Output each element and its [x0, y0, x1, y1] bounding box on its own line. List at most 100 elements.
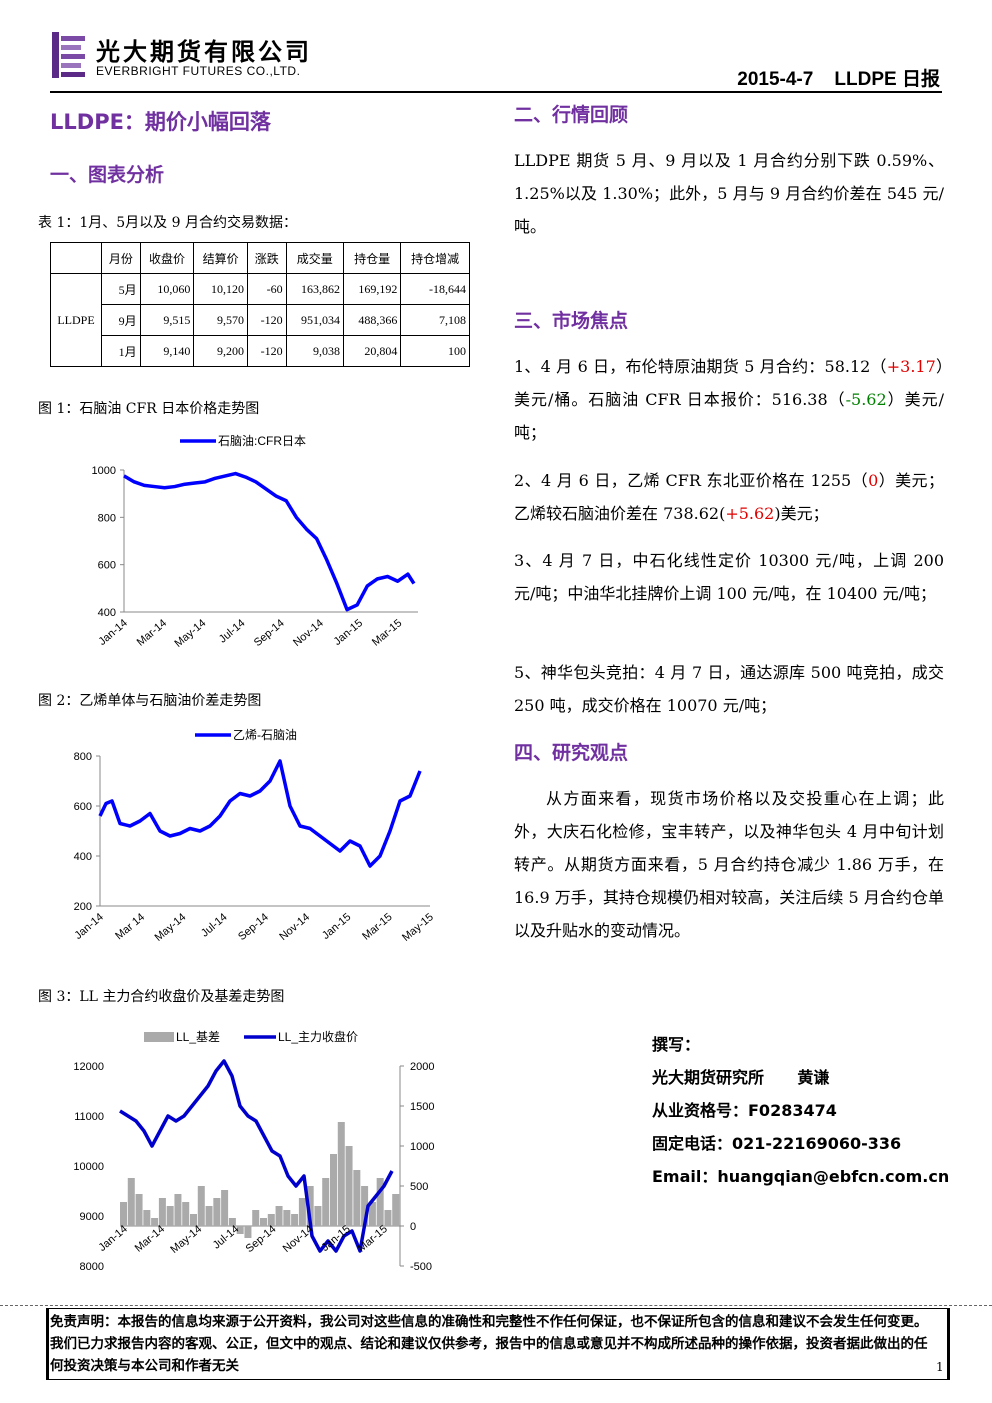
- table-row-label: LLDPE: [50, 273, 102, 367]
- right-y-tick-label: -500: [410, 1261, 432, 1273]
- basis-bar: [384, 1210, 392, 1226]
- section-chart-analysis-heading: 一、图表分析: [50, 164, 165, 186]
- y-tick-label: 200: [74, 901, 92, 913]
- market-focus-item-3: 3、4 月 7 日，中石化线性定价 10300 元/吨，上调 200 元/吨；中…: [514, 551, 944, 603]
- table-header-cell: 持仓增减: [400, 242, 470, 274]
- company-name-cn: 光大期货有限公司: [96, 37, 312, 66]
- y-tick-label: 800: [74, 751, 92, 763]
- table-header-cell: 成交量: [285, 242, 344, 274]
- basis-bar: [252, 1210, 260, 1226]
- author-email: Email：huangqian@ebfcn.com.cn: [652, 1167, 950, 1186]
- basis-bar: [213, 1198, 221, 1226]
- table-cell: 163,862: [285, 273, 344, 305]
- basis-bar: [392, 1194, 400, 1226]
- table-cell: 488,366: [342, 304, 402, 336]
- x-tick-label: Mar-14: [135, 617, 169, 649]
- author-block: 撰写： 光大期货研究所 黄谦 从业资格号：F0283474 固定电话：021-2…: [652, 1028, 949, 1193]
- left-y-tick-label: 10000: [73, 1161, 104, 1173]
- y-tick-label: 600: [74, 801, 92, 813]
- table-cell: 9,140: [139, 335, 195, 367]
- table-cell: -120: [246, 304, 287, 336]
- basis-bar: [151, 1218, 159, 1226]
- basis-bar: [306, 1186, 314, 1226]
- ethylene-naphtha-spread-chart: 200 400 600 800 Jan-14 Mar 14 May-14 Jul-14 Sep-…: [72, 728, 435, 944]
- basis-bar: [127, 1178, 135, 1226]
- x-tick-label: May-14: [153, 911, 189, 944]
- item2-text-c: ）美元；乙烯较石脑油价差在 738.62(: [514, 471, 944, 523]
- table-row: 9月 9,515 9,570 -120 951,034 488,366 7,10…: [51, 304, 470, 336]
- right-y-tick-label: 0: [410, 1221, 416, 1233]
- basis-bar: [197, 1186, 205, 1226]
- basis-bar: [221, 1190, 229, 1226]
- page-number: 1: [936, 1360, 944, 1374]
- table-cell: -18,644: [400, 273, 470, 305]
- table-header-cell: 月份: [101, 242, 141, 274]
- right-y-tick-label: 500: [410, 1181, 428, 1193]
- basis-bar: [158, 1198, 166, 1226]
- basis-bar: [174, 1194, 182, 1226]
- basis-bar: [368, 1202, 376, 1226]
- ll-price-basis-chart: 8000 9000 10000 11000 12000 -500 0 500 1000 1500 2…: [73, 1029, 434, 1273]
- basis-bar: [143, 1210, 151, 1226]
- legend-label: 乙烯-石脑油: [233, 728, 297, 742]
- market-focus-item-2: 2、4 月 6 日，乙烯 CFR 东北亚价格在 1255（0）美元；乙烯较石脑油…: [514, 464, 944, 530]
- series-line: [123, 471, 416, 612]
- x-tick-label: Nov-14: [281, 1223, 316, 1255]
- item1-text-e: ）美元/吨；: [514, 390, 944, 442]
- table-cell: 951,034: [285, 304, 344, 336]
- item2-change-ethylene: 0: [868, 471, 879, 490]
- left-y-tick-label: 11000: [74, 1111, 104, 1123]
- table-header-cell: 收盘价: [139, 242, 195, 274]
- author-name: 光大期货研究所 黄谦: [652, 1068, 830, 1087]
- y-tick-label: 400: [74, 851, 92, 863]
- footer-divider: [0, 1305, 992, 1306]
- company-name-en: EVERBRIGHT FUTURES CO.,LTD.: [96, 64, 301, 78]
- basis-bar: [205, 1206, 213, 1226]
- close-price-line: [119, 1059, 394, 1253]
- table-cell: 9,515: [139, 304, 195, 336]
- section-market-focus-heading: 三、市场焦点: [514, 310, 629, 332]
- market-focus-item-1: 1、4 月 6 日，布伦特原油期货 5 月合约：58.12（+3.17）美元/桶…: [514, 350, 944, 449]
- table-cell: 20,804: [342, 335, 402, 367]
- basis-bar: [135, 1194, 143, 1226]
- basis-bar: [120, 1202, 127, 1226]
- table-header-cell: 持仓量: [342, 242, 402, 274]
- basis-bar: [275, 1206, 283, 1226]
- basis-bar: [337, 1122, 345, 1226]
- market-review-text: LLDPE 期货 5 月、9 月以及 1 月合约分别下跌 0.59%、1.25%…: [514, 151, 944, 236]
- table-cell: 10,060: [139, 273, 195, 305]
- figure1-caption: 图 1：石脑油 CFR 日本价格走势图: [38, 401, 260, 417]
- author-license: 从业资格号：F0283474: [652, 1101, 837, 1120]
- legend-label: 石脑油:CFR日本: [218, 434, 306, 448]
- x-tick-label: Jan-15: [332, 617, 365, 648]
- table-cell: 9,570: [193, 304, 248, 336]
- x-tick-label: Nov-14: [277, 911, 312, 943]
- basis-bar: [314, 1206, 322, 1226]
- basis-bar: [244, 1226, 252, 1238]
- item2-change-spread: +5.62: [725, 504, 775, 523]
- table-cell: -120: [246, 335, 287, 367]
- basis-bar: [182, 1202, 190, 1226]
- legend-label-price: LL_主力收盘价: [278, 1029, 358, 1044]
- left-y-tick-label: 12000: [73, 1061, 104, 1073]
- author-label: 撰写：: [652, 1035, 701, 1054]
- table-caption: 表 1：1月、5月以及 9 月合约交易数据：: [38, 215, 297, 231]
- y-tick-label: 800: [98, 512, 116, 524]
- item2-text-e: )美元；: [774, 504, 829, 523]
- basis-bar: [236, 1226, 244, 1234]
- table-cell: 100: [400, 335, 470, 367]
- basis-bar: [260, 1218, 267, 1226]
- x-tick-label: Jul-14: [211, 1223, 242, 1251]
- table-row: LLDPE 5月 10,060 10,120 -60 163,862 169,1…: [50, 273, 470, 367]
- item1-text-c: ）美元/桶。石脑油 CFR 日本报价：516.38（: [514, 357, 944, 409]
- legend-label-basis: LL_基差: [176, 1030, 220, 1044]
- table-cell: 7,108: [400, 304, 470, 336]
- x-tick-label: Jul-14: [199, 911, 230, 939]
- x-tick-label: Mar-15: [370, 617, 404, 649]
- right-y-tick-label: 1500: [410, 1101, 434, 1113]
- basis-bar: [322, 1178, 330, 1226]
- basis-bar: [228, 1218, 236, 1226]
- table-cell: 10,120: [193, 273, 248, 305]
- section-research-view-heading: 四、研究观点: [514, 742, 629, 764]
- series-line: [98, 759, 422, 868]
